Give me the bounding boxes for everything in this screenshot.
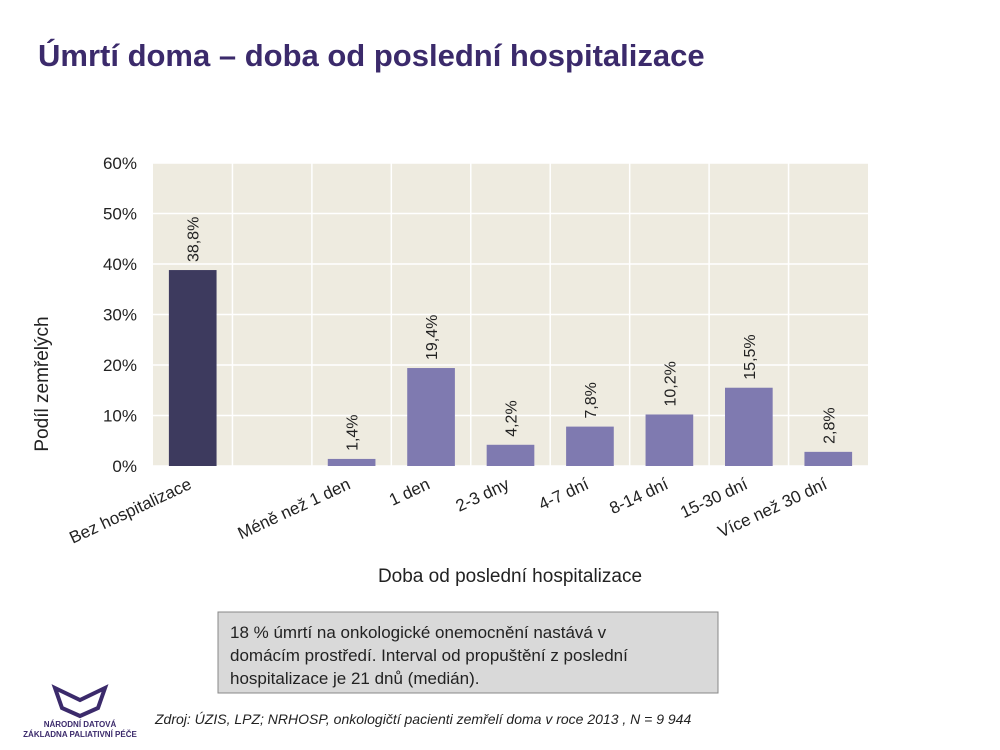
chart-title: Úmrtí doma – doba od poslední hospitaliz… xyxy=(38,37,705,73)
x-tick-label: Bez hospitalizace xyxy=(66,474,194,547)
y-tick-label: 0% xyxy=(112,457,137,476)
x-tick-label: Méně než 1 den xyxy=(235,474,354,543)
y-tick-label: 40% xyxy=(103,255,137,274)
y-tick-label: 60% xyxy=(103,154,137,173)
bar xyxy=(566,426,614,466)
bar xyxy=(486,444,535,466)
x-tick-label: 2-3 dny xyxy=(453,474,513,515)
y-tick-label: 20% xyxy=(103,356,137,375)
data-label: 38,8% xyxy=(186,217,203,262)
bar xyxy=(168,270,217,466)
data-label: 15,5% xyxy=(742,334,759,379)
logo-text: ZÁKLADNA PALIATIVNÍ PÉČE xyxy=(23,730,137,739)
y-tick-label: 10% xyxy=(103,407,137,426)
data-label: 4,2% xyxy=(504,400,521,436)
y-tick-label: 30% xyxy=(103,306,137,325)
data-label: 7,8% xyxy=(583,382,600,418)
x-tick-label: 4-7 dní xyxy=(536,474,592,514)
logo-text: NÁRODNÍ DATOVÁ xyxy=(44,720,117,729)
bar xyxy=(804,451,853,466)
logo-icon xyxy=(51,684,109,719)
source: Zdroj: ÚZIS, LPZ; NRHOSP, onkologičtí pa… xyxy=(154,711,691,727)
bar xyxy=(725,387,773,466)
note-box xyxy=(217,611,719,694)
bar xyxy=(327,458,376,466)
x-axis-label: Doba od poslední hospitalizace xyxy=(378,566,642,587)
data-label: 2,8% xyxy=(821,407,838,443)
data-label: 1,4% xyxy=(345,414,362,450)
data-label: 19,4% xyxy=(424,315,441,360)
x-tick-label: 8-14 dní xyxy=(607,474,672,518)
y-axis-label: Podíl zemřelých xyxy=(32,316,53,451)
bar xyxy=(407,368,455,466)
y-tick-label: 50% xyxy=(103,205,137,224)
data-label: 10,2% xyxy=(662,361,679,406)
bar xyxy=(645,414,694,466)
note-line: 18 % úmrtí na onkologické onemocnění nas… xyxy=(230,623,607,642)
x-tick-label: 1 den xyxy=(386,474,433,509)
note-line: domácím prostředí. Interval od propuštěn… xyxy=(230,646,628,665)
note-line: hospitalizace je 21 dnů (medián). xyxy=(230,669,479,688)
